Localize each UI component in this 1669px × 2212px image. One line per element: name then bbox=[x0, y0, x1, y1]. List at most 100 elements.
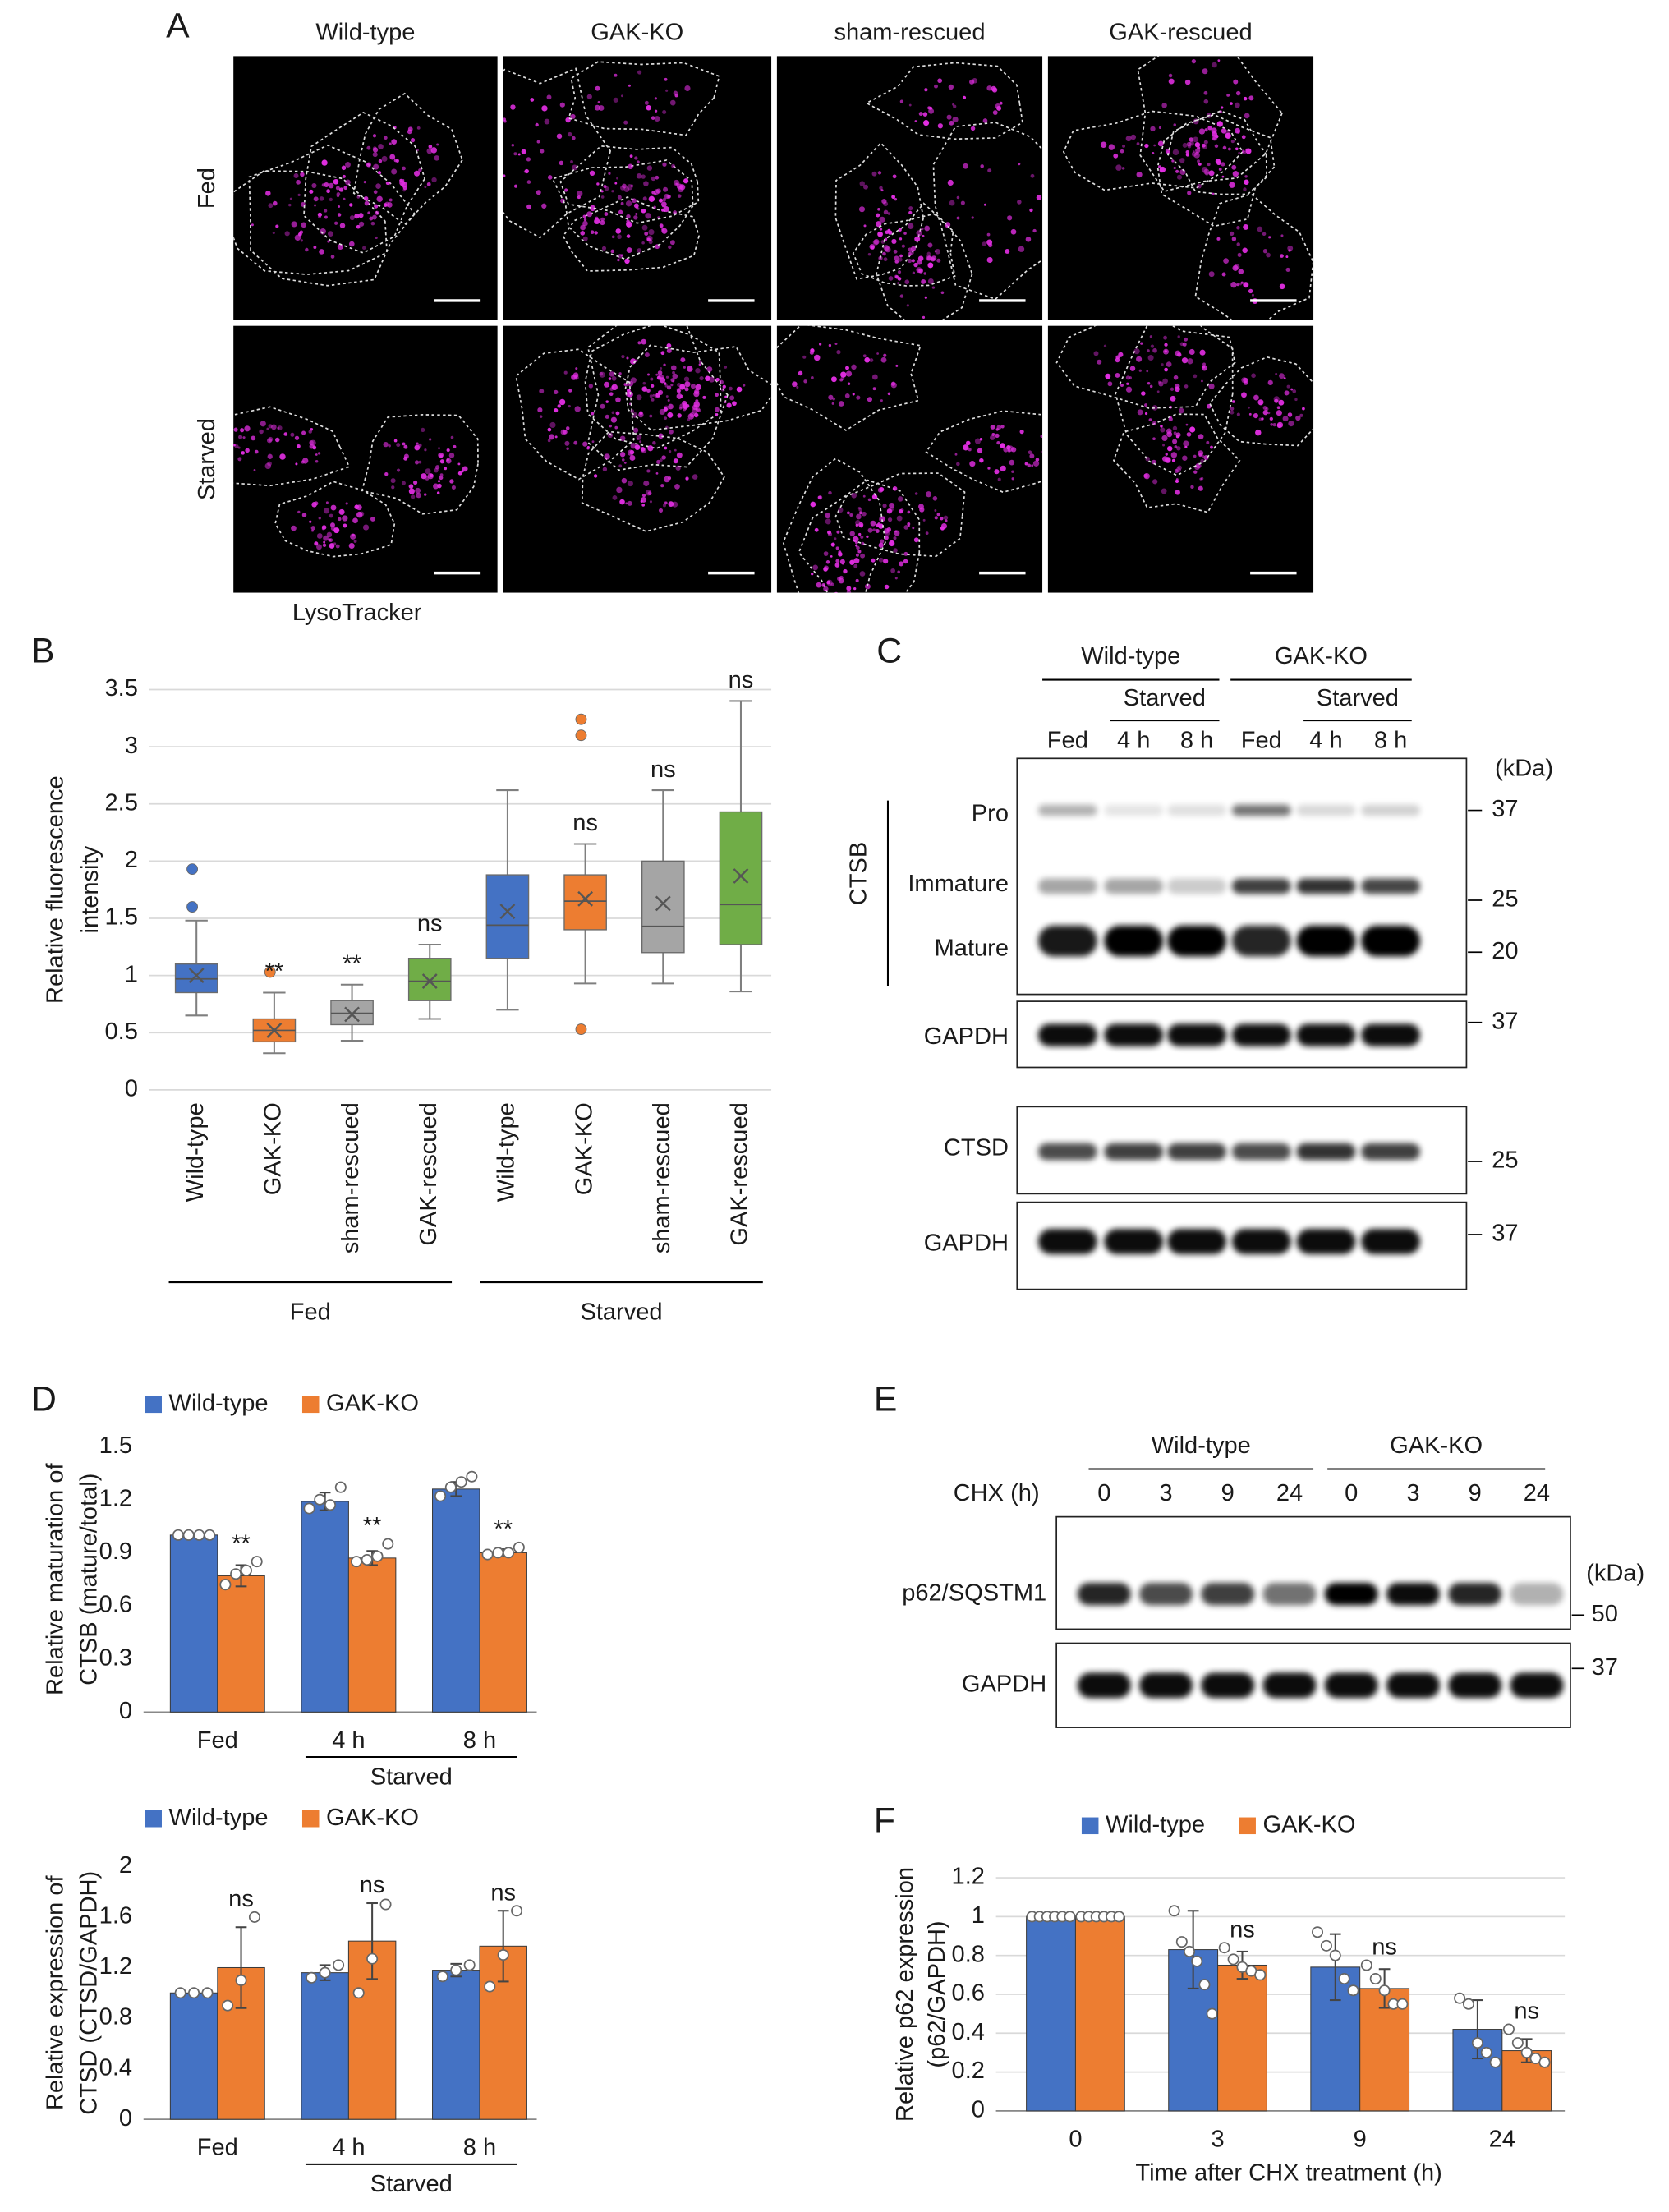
lysosome-dot bbox=[1113, 153, 1119, 159]
marker-label: 50 bbox=[1592, 1601, 1618, 1627]
lysosome-dot bbox=[338, 187, 344, 192]
lysosome-dot bbox=[629, 454, 636, 461]
lysosome-dot bbox=[685, 403, 690, 408]
stain-label: LysoTracker bbox=[292, 600, 422, 626]
lysosome-dot bbox=[1202, 68, 1208, 75]
lysosome-dot bbox=[616, 177, 618, 180]
lysosome-dot bbox=[660, 201, 667, 208]
blot-band bbox=[1296, 804, 1356, 816]
lysosome-dot bbox=[618, 372, 622, 375]
lysosome-dot bbox=[238, 435, 243, 439]
legend-swatch bbox=[145, 1396, 162, 1414]
lysosome-dot bbox=[828, 343, 832, 347]
data-point bbox=[361, 1554, 373, 1566]
lysosome-dot bbox=[429, 438, 432, 441]
lysosome-dot bbox=[1267, 412, 1271, 415]
lysosome-dot bbox=[969, 460, 976, 467]
lysosome-dot bbox=[609, 424, 612, 428]
cell-outline bbox=[624, 344, 772, 431]
lysosome-dot bbox=[879, 487, 885, 492]
lysosome-dot bbox=[396, 468, 401, 472]
lysosome-dot bbox=[690, 384, 696, 389]
x-axis-label: Time after CHX treatment (h) bbox=[1135, 2160, 1441, 2187]
lysosome-dot bbox=[922, 518, 926, 522]
lysosome-dot bbox=[889, 507, 894, 512]
lysosome-dot bbox=[645, 490, 652, 496]
lysosome-dot bbox=[796, 385, 799, 389]
lysosome-dot bbox=[664, 446, 668, 450]
lysosome-dot bbox=[655, 373, 659, 376]
lysosome-dot bbox=[634, 156, 638, 160]
lysosome-dot bbox=[666, 343, 672, 348]
blot-band bbox=[1231, 878, 1291, 894]
lysosome-dot bbox=[908, 206, 913, 211]
lysosome-dot bbox=[857, 550, 862, 554]
lysosome-dot bbox=[403, 444, 408, 449]
lysosome-dot bbox=[328, 231, 333, 237]
micrograph-background bbox=[776, 56, 1043, 320]
lysosome-dot bbox=[1276, 410, 1282, 416]
lysosome-dot bbox=[1144, 143, 1149, 149]
lysosome-dot bbox=[655, 472, 659, 475]
lysosome-dot bbox=[1150, 344, 1155, 348]
lysosome-dot bbox=[914, 236, 921, 242]
cell-outline bbox=[925, 410, 1043, 494]
lysosome-dot bbox=[1144, 412, 1148, 416]
lysosome-dot bbox=[1231, 164, 1237, 170]
lysosome-dot bbox=[674, 448, 677, 452]
lysosome-dot bbox=[877, 208, 880, 211]
lysosome-dot bbox=[1212, 62, 1217, 68]
lysosome-dot bbox=[1213, 136, 1217, 140]
lysosome-dot bbox=[1152, 421, 1157, 425]
lysosome-dot bbox=[897, 270, 902, 274]
blot-band bbox=[1139, 1582, 1193, 1606]
lysosome-dot bbox=[1149, 384, 1153, 389]
lysosome-dot bbox=[632, 198, 637, 204]
lysosome-dot bbox=[1166, 428, 1172, 435]
lysosome-dot bbox=[702, 395, 706, 399]
lysosome-dot bbox=[556, 133, 563, 140]
data-point bbox=[1489, 2056, 1501, 2068]
lysosome-dot bbox=[1199, 477, 1202, 481]
legend-swatch bbox=[301, 1810, 320, 1828]
lysosome-dot bbox=[899, 99, 904, 103]
lysosome-dot bbox=[962, 95, 967, 99]
lysosome-dot bbox=[1279, 283, 1285, 290]
lysosome-dot bbox=[1288, 249, 1291, 252]
lysosome-dot bbox=[618, 209, 623, 214]
lysosome-dot bbox=[853, 563, 858, 568]
lysosome-dot bbox=[814, 527, 819, 532]
lysosome-dot bbox=[390, 478, 396, 484]
lysosome-dot bbox=[1221, 128, 1227, 134]
box bbox=[719, 811, 763, 945]
lysosome-dot bbox=[1202, 145, 1207, 149]
lysosome-dot bbox=[1156, 390, 1160, 393]
lysosome-dot bbox=[1172, 425, 1178, 431]
data-point bbox=[251, 1556, 263, 1568]
lysosome-dot bbox=[1107, 381, 1113, 387]
lysosome-dot bbox=[577, 191, 583, 197]
data-point bbox=[1480, 2046, 1492, 2058]
lysosome-dot bbox=[428, 145, 433, 149]
lysosome-dot bbox=[1153, 144, 1156, 147]
lysosome-dot bbox=[893, 536, 897, 540]
lysosome-dot bbox=[329, 513, 333, 518]
lysosome-dot bbox=[862, 511, 867, 517]
lysosome-dot bbox=[1175, 386, 1180, 393]
lysosome-dot bbox=[621, 354, 625, 359]
lysosome-dot bbox=[949, 200, 955, 206]
lysosome-dot bbox=[1276, 421, 1284, 428]
lysosome-dot bbox=[237, 457, 242, 462]
lysosome-dot bbox=[291, 221, 297, 228]
lysosome-dot bbox=[554, 389, 559, 394]
data-point bbox=[513, 1541, 525, 1553]
lysosome-dot bbox=[1198, 434, 1204, 439]
lysosome-dot bbox=[600, 217, 605, 222]
lysosome-dot bbox=[899, 561, 904, 567]
lysosome-dot bbox=[968, 448, 972, 452]
x-tick-label: GAK-rescued bbox=[727, 1102, 753, 1245]
mean-marker bbox=[188, 968, 205, 984]
lysosome-dot bbox=[1027, 463, 1032, 467]
lysosome-dot bbox=[1137, 409, 1143, 416]
